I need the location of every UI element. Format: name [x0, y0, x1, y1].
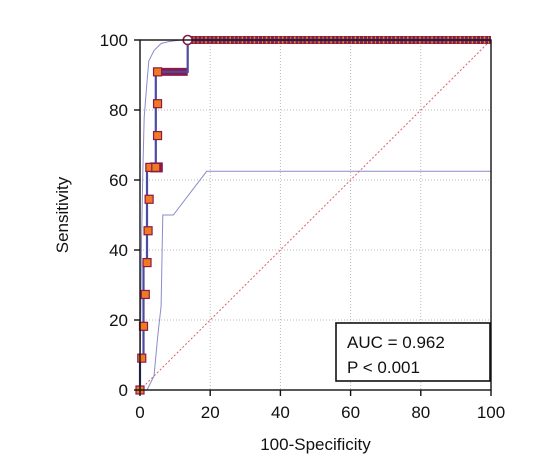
x-axis-title: 100-Specificity — [260, 435, 371, 454]
y-axis-title: Sensitivity — [53, 176, 72, 253]
criterion-marker — [142, 258, 152, 268]
p-value-label: P < 0.001 — [347, 358, 420, 377]
x-tick-label: 80 — [411, 403, 430, 422]
criterion-marker — [152, 130, 163, 141]
annotation-frame — [335, 322, 491, 382]
criterion-marker — [140, 289, 150, 300]
criterion-marker — [151, 162, 161, 172]
criterion-marker — [143, 226, 153, 236]
y-tick-label: 40 — [109, 241, 128, 260]
axis-ticks: 0 20 40 60 80 100 0 20 40 60 80 100 — [100, 31, 506, 422]
criterion-marker — [152, 67, 163, 77]
y-tick-label: 0 — [119, 381, 128, 400]
x-tick-label: 40 — [271, 403, 290, 422]
plot-frame — [139, 39, 492, 391]
criterion-marker — [138, 321, 149, 331]
criterion-marker — [144, 194, 154, 204]
y-tick-label: 20 — [109, 311, 128, 330]
ci-lower-bound — [140, 40, 492, 391]
criterion-marker — [152, 99, 163, 109]
y-tick-label: 100 — [100, 31, 128, 50]
reference-line-layer — [139, 39, 492, 391]
top-band-layer — [149, 36, 491, 173]
auc-annotation-box: AUC = 0.962 P < 0.001 — [335, 322, 491, 382]
x-tick-label: 100 — [477, 403, 505, 422]
x-tick-label: 0 — [135, 403, 144, 422]
x-tick-label: 60 — [341, 403, 360, 422]
auc-label: AUC = 0.962 — [347, 333, 445, 352]
y-tick-label: 80 — [109, 101, 128, 120]
y-tick-label: 60 — [109, 171, 128, 190]
criterion-marker — [137, 353, 147, 363]
x-tick-label: 20 — [201, 403, 220, 422]
reference-diagonal — [139, 39, 492, 391]
